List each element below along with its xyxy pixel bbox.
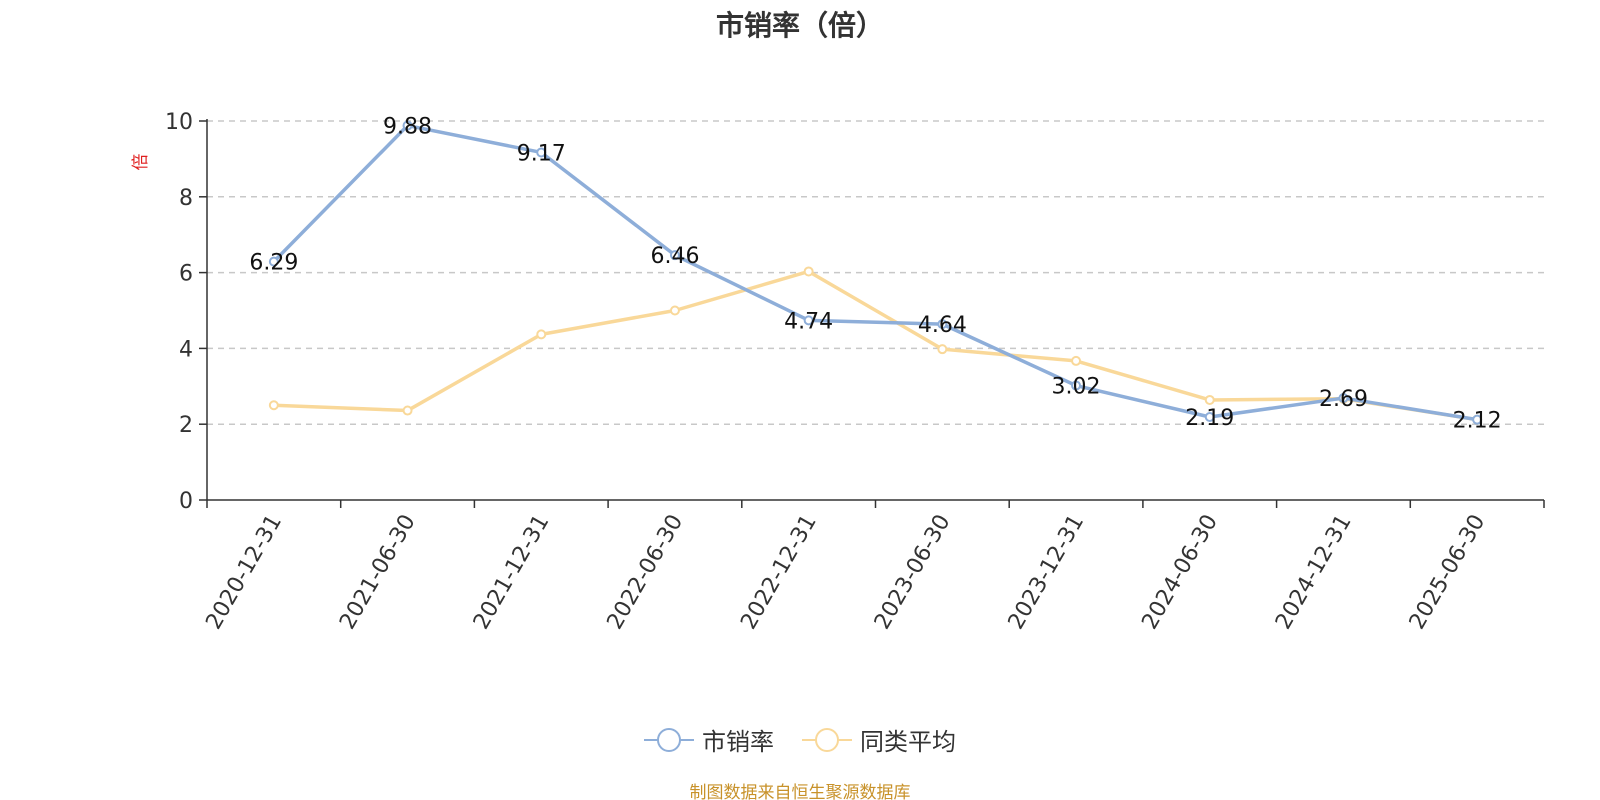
data-label: 2.19 — [1185, 406, 1234, 431]
legend: 市销率 同类平均 — [0, 722, 1600, 757]
y-tick-label: 0 — [179, 489, 193, 514]
data-point — [268, 400, 279, 411]
data-label: 6.46 — [650, 244, 699, 269]
x-tick-label: 2022-06-30 — [603, 511, 689, 634]
y-axis-label: 倍 — [131, 154, 151, 171]
x-tick-label: 2022-12-31 — [736, 511, 822, 634]
x-tick-label: 2024-12-31 — [1271, 511, 1357, 634]
x-tick-label: 2023-12-31 — [1004, 511, 1090, 634]
x-tick-label: 2025-06-30 — [1405, 511, 1491, 634]
legend-label: 市销率 — [702, 728, 774, 756]
y-tick-label: 2 — [179, 413, 193, 438]
data-label: 3.02 — [1052, 375, 1101, 400]
series-layer — [268, 120, 1483, 425]
data-point — [536, 329, 547, 340]
data-point — [803, 315, 814, 326]
data-point — [1204, 411, 1215, 422]
data-label: 6.29 — [249, 251, 298, 276]
data-point — [1338, 393, 1349, 404]
data-point — [1472, 414, 1483, 425]
data-point — [1071, 355, 1082, 366]
data-point — [1071, 380, 1082, 391]
data-point — [536, 147, 547, 158]
data-point — [937, 319, 948, 330]
data-label: 9.88 — [383, 115, 432, 140]
y-tick-label: 10 — [165, 110, 193, 135]
legend-item-1[interactable]: 同类平均 — [802, 722, 956, 757]
series-line-0 — [272, 123, 1478, 422]
data-label: 4.74 — [784, 309, 833, 334]
axis-layer: 0 2 4 6 8 10 倍 2020-12-31 2021-06-30 2021-12-31 20… — [131, 110, 1545, 634]
series-line-1 — [273, 269, 1478, 422]
y-tick-label: 6 — [179, 262, 193, 287]
chart-title: 市销率（倍） — [715, 9, 884, 42]
data-point — [937, 344, 948, 355]
data-point — [268, 256, 279, 267]
data-point — [402, 120, 413, 131]
data-point — [402, 405, 413, 416]
legend-item-0[interactable]: 市销率 — [644, 722, 774, 757]
data-point — [1204, 394, 1215, 405]
legend-line-circle-icon — [644, 727, 694, 752]
x-tick-label: 2021-06-30 — [335, 511, 421, 634]
data-point — [669, 305, 680, 316]
data-label: 2.69 — [1319, 387, 1368, 412]
source-note: 制图数据来自恒生聚源数据库 — [689, 783, 911, 800]
x-tick-label: 2020-12-31 — [201, 511, 287, 634]
x-tick-label: 2024-06-30 — [1137, 511, 1223, 634]
data-label: 4.64 — [918, 313, 967, 338]
data-label-layer: 6.29 9.88 9.17 6.46 4.74 4.64 3.02 2.19 2.69 2.12 — [249, 115, 1501, 434]
data-label: 2.12 — [1453, 409, 1502, 434]
grid-layer — [207, 120, 1544, 425]
data-label: 9.17 — [517, 141, 566, 166]
y-tick-label: 4 — [179, 337, 193, 362]
legend-line-circle-icon — [802, 727, 852, 752]
legend-label: 同类平均 — [860, 728, 956, 756]
x-tick-label: 2023-06-30 — [870, 511, 956, 634]
x-tick-label: 2021-12-31 — [469, 511, 555, 634]
y-tick-label: 8 — [179, 186, 193, 211]
data-point — [803, 266, 814, 277]
data-point — [669, 250, 680, 261]
